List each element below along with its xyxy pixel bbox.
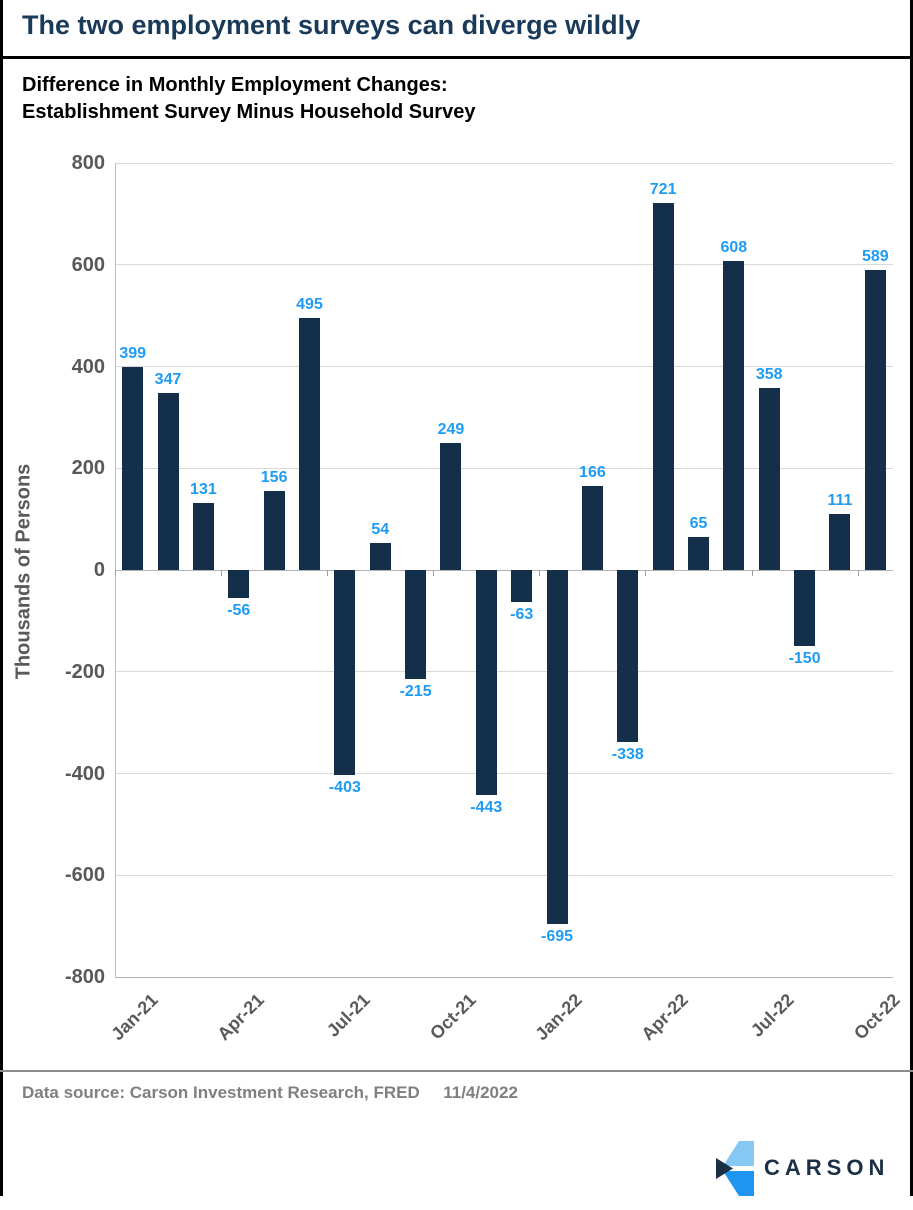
gridline--600	[115, 874, 893, 876]
bar-Oct-21	[440, 443, 462, 570]
bar-value-label-May-21: 156	[260, 468, 288, 486]
x-tick-label-Oct-22: Oct-22	[850, 989, 905, 1044]
x-tick-label-Jan-22: Jan-22	[531, 989, 586, 1045]
bar-Feb-22	[581, 485, 603, 570]
bar-Jan-22	[546, 570, 568, 924]
x-tick-label-Apr-22: Apr-22	[637, 989, 692, 1045]
gridline--800	[115, 976, 893, 978]
bar-Mar-22	[617, 570, 639, 742]
bar-value-label-Apr-22: 721	[649, 181, 677, 199]
bar-value-label-Jul-21: -403	[328, 779, 361, 797]
x-axis-tick	[645, 570, 647, 576]
bar-Feb-21	[157, 393, 179, 570]
bar-Jan-21	[122, 367, 144, 570]
y-tick-label--200: -200	[64, 660, 105, 683]
gridline--200	[115, 671, 893, 673]
bar-value-label-Jul-22: 358	[755, 365, 783, 383]
y-tick-label--800: -800	[64, 966, 105, 988]
y-tick-label-800: 800	[71, 152, 105, 174]
data-source-value: Carson Investment Research, FRED	[129, 1083, 420, 1102]
gridline-0	[115, 569, 893, 571]
data-source-date: 11/4/2022	[443, 1083, 518, 1102]
x-tick-label-Jan-21: Jan-21	[107, 989, 162, 1045]
footer-divider	[0, 1070, 913, 1072]
gridline--400	[115, 773, 893, 774]
y-tick-label-600: 600	[71, 253, 105, 276]
chart-subtitle-line2: Establishment Survey Minus Household Sur…	[22, 101, 476, 123]
bar-value-label-Mar-22: -338	[611, 745, 644, 763]
bar-value-label-Oct-22: 589	[861, 248, 889, 266]
page-border-right	[910, 0, 913, 1196]
chart-subtitle: Difference in Monthly Employment Changes…	[22, 72, 882, 126]
y-tick-label-200: 200	[71, 457, 105, 480]
x-axis-tick	[221, 570, 223, 576]
bar-value-label-May-22: 65	[689, 514, 708, 532]
y-tick-label-400: 400	[71, 355, 105, 378]
bar-value-label-Feb-22: 166	[579, 463, 606, 481]
x-axis-tick	[433, 570, 435, 576]
bar-value-label-Apr-21: -56	[227, 602, 251, 620]
page-border-left	[0, 0, 3, 1196]
x-tick-label-Jul-22: Jul-22	[747, 989, 799, 1041]
gridline-200	[115, 467, 893, 469]
x-axis-tick	[857, 570, 859, 576]
y-tick-label--400: -400	[64, 762, 105, 785]
bar-Sep-21	[405, 570, 427, 680]
x-axis-tick	[327, 570, 329, 576]
y-tick-label-0: 0	[93, 559, 105, 581]
carson-logo: CARSON	[712, 1138, 897, 1198]
bar-value-label-Feb-21: 347	[154, 371, 182, 389]
x-tick-label-Apr-21: Apr-21	[213, 989, 268, 1045]
x-axis-tick	[539, 570, 541, 576]
title-divider	[0, 56, 913, 59]
bar-Apr-21	[228, 570, 250, 599]
bar-value-label-Sep-21: -215	[399, 683, 432, 701]
bar-May-22	[688, 536, 709, 570]
x-tick-label-Oct-21: Oct-21	[426, 989, 480, 1044]
carson-logo-icon	[716, 1141, 754, 1196]
bar-Oct-22	[864, 270, 886, 570]
bar-Aug-21	[369, 542, 391, 570]
bar-Dec-21	[511, 570, 533, 603]
bar-value-label-Jun-22: 608	[720, 238, 748, 256]
gridline-800	[115, 162, 893, 164]
gridline-400	[115, 366, 893, 367]
bar-value-label-Nov-21: -443	[470, 799, 503, 817]
bar-Jun-22	[723, 260, 745, 570]
bar-Jun-21	[299, 318, 320, 570]
chart-subtitle-line1: Difference in Monthly Employment Changes…	[22, 74, 448, 96]
data-source-text: Data source: Carson Investment Research,…	[22, 1083, 882, 1103]
gridline-600	[115, 264, 893, 266]
bar-value-label-Mar-21: 131	[190, 481, 217, 499]
data-source-label: Data source:	[22, 1083, 125, 1102]
bar-May-21	[263, 490, 285, 570]
bar-value-label-Aug-21: 54	[371, 520, 390, 538]
bar-Sep-22	[829, 513, 851, 570]
bar-Jul-21	[334, 570, 356, 776]
bar-value-label-Sep-22: 111	[827, 491, 853, 509]
carson-logo-text: CARSON	[764, 1155, 890, 1180]
bar-value-label-Jan-22: -695	[541, 927, 574, 945]
bar-Aug-22	[794, 570, 816, 647]
y-tick-label--600: -600	[64, 864, 105, 887]
bar-Mar-21	[192, 503, 214, 570]
x-tick-label-Jul-21: Jul-21	[322, 989, 374, 1041]
bar-value-label-Dec-21: -63	[510, 606, 534, 624]
bar-Apr-22	[652, 203, 674, 570]
bar-value-label-Aug-22: -150	[788, 650, 821, 668]
x-axis-tick	[115, 570, 116, 576]
bar-value-label-Oct-21: 249	[437, 421, 465, 439]
bar-value-label-Jan-21: 399	[119, 345, 147, 362]
bar-Nov-21	[475, 570, 497, 796]
bar-Jul-22	[758, 387, 780, 570]
bar-value-label-Jun-21: 495	[296, 296, 323, 314]
x-axis-tick	[751, 570, 753, 576]
page-title: The two employment surveys can diverge w…	[22, 10, 641, 40]
y-axis-title: Thousands of Persons	[12, 463, 35, 680]
